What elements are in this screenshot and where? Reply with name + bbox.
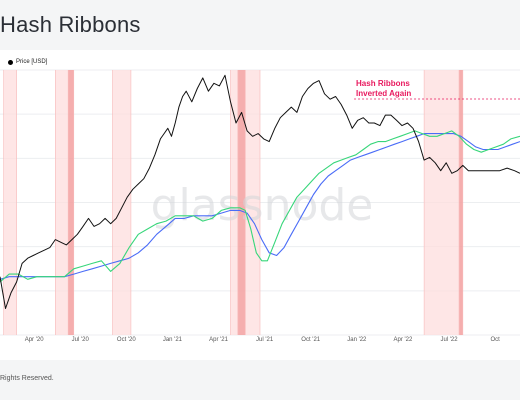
x-tick-label: Jul '21	[256, 337, 274, 343]
x-tick-label: Oct '21	[301, 337, 320, 343]
capitulation-band-1	[55, 70, 69, 335]
capitulation-band-4	[230, 70, 238, 335]
legend: Price [USD]	[8, 59, 47, 65]
chart-card: Price [USD] glassnode Hash Ribbons Inverte…	[0, 50, 520, 360]
series-line-sma_60	[0, 133, 520, 280]
x-tick-label: Jan '22	[347, 337, 367, 343]
series-line-sma_30	[0, 130, 520, 283]
annotation-text-1: Inverted Again	[356, 89, 411, 98]
capitulation-band-8	[459, 70, 463, 335]
x-tick-label: Oct	[490, 337, 500, 343]
annotation-text-0: Hash Ribbons	[356, 79, 410, 88]
capitulation-band-0	[3, 70, 17, 335]
x-tick-label: Apr '22	[394, 337, 413, 343]
x-tick-label: Jul '22	[440, 337, 458, 343]
x-tick-label: Oct '20	[117, 337, 136, 343]
capitulation-band-3	[112, 70, 131, 335]
capitulation-band-5	[237, 70, 246, 335]
legend-price-label[interactable]: Price [USD]	[16, 59, 48, 65]
copyright-footer: Rights Reserved.	[0, 375, 54, 382]
x-tick-label: Jan '21	[163, 337, 183, 343]
capitulation-band-6	[245, 70, 260, 335]
series-line-price	[0, 74, 520, 309]
capitulation-band-2	[68, 70, 74, 335]
legend-price-dot	[8, 59, 13, 65]
x-tick-label: Apr '20	[25, 337, 44, 343]
page-title: Hash Ribbons	[0, 12, 141, 37]
x-tick-label: Apr '21	[209, 337, 228, 343]
watermark-text: glassnode	[151, 180, 374, 231]
capitulation-band-7	[424, 70, 460, 335]
x-tick-label: Jul '20	[72, 337, 90, 343]
